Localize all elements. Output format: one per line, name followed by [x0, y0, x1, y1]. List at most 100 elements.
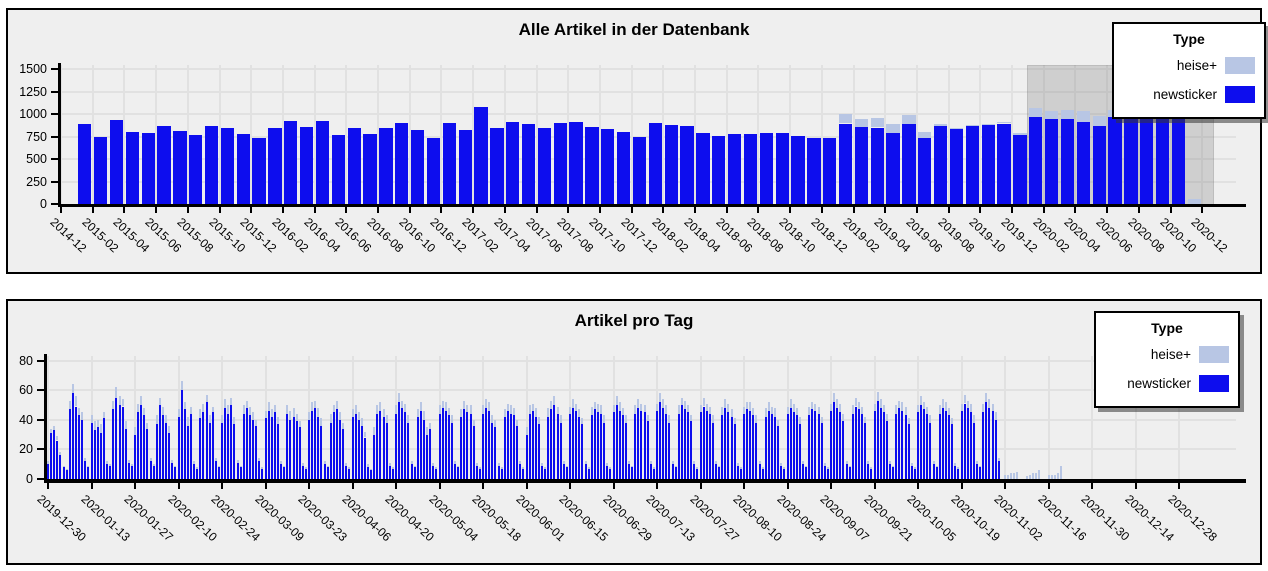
- bar-newsticker: [817, 413, 820, 479]
- bar-heiseplus: [665, 405, 668, 414]
- bar-heiseplus: [997, 458, 1000, 462]
- bar-newsticker: [59, 455, 62, 479]
- bar-newsticker: [398, 402, 401, 479]
- bar-newsticker: [339, 419, 342, 479]
- bar-heiseplus: [407, 415, 410, 423]
- gridline-vertical: [134, 356, 136, 479]
- heiseplus-swatch: [1199, 346, 1229, 363]
- bar-newsticker: [677, 413, 680, 479]
- bar-newsticker: [708, 413, 711, 479]
- bar-newsticker: [593, 409, 596, 479]
- bar-newsticker: [1155, 113, 1170, 204]
- bar-heiseplus: [805, 465, 808, 468]
- bar-newsticker: [544, 468, 547, 479]
- bar-heiseplus: [938, 405, 941, 414]
- bar-newsticker: [895, 413, 898, 479]
- bar-heiseplus: [68, 400, 71, 410]
- x-tick: [1106, 207, 1109, 213]
- bar-newsticker: [534, 416, 537, 479]
- bar-newsticker: [743, 413, 745, 479]
- x-tick: [1178, 483, 1180, 489]
- bar-heiseplus: [435, 467, 438, 469]
- x-tick: [535, 207, 538, 213]
- gridline-horizontal: [59, 68, 1236, 70]
- bar-newsticker: [1013, 134, 1027, 204]
- bar-newsticker: [236, 462, 239, 479]
- bar-heiseplus: [87, 465, 90, 468]
- bar-newsticker: [134, 434, 136, 479]
- bar-newsticker: [78, 124, 92, 204]
- bar-newsticker: [419, 410, 422, 479]
- bar-newsticker: [786, 413, 789, 479]
- bar-heiseplus: [1028, 474, 1031, 479]
- bar-heiseplus: [892, 465, 895, 468]
- bar-newsticker: [109, 465, 112, 479]
- bar-heiseplus: [857, 402, 860, 410]
- bar-heiseplus: [724, 399, 727, 408]
- bar-newsticker: [632, 137, 647, 204]
- bar-newsticker: [621, 415, 624, 479]
- bar-newsticker: [314, 408, 317, 479]
- bar-heiseplus: [646, 415, 649, 422]
- gridline-vertical: [1091, 356, 1093, 479]
- bar-heiseplus: [450, 415, 453, 423]
- bar-heiseplus: [864, 416, 867, 423]
- bar-heiseplus: [848, 465, 851, 468]
- bar-heiseplus: [965, 124, 980, 126]
- bar-newsticker: [775, 133, 789, 204]
- bar-newsticker: [976, 464, 978, 479]
- x-tick: [503, 207, 506, 213]
- bar-newsticker: [854, 126, 869, 204]
- gridline-vertical: [47, 356, 49, 479]
- bar-newsticker: [438, 413, 441, 479]
- bar-heiseplus: [553, 396, 556, 405]
- bar-heiseplus: [901, 402, 904, 411]
- bar-heiseplus: [823, 462, 826, 466]
- bar-newsticker: [140, 405, 143, 479]
- chart-title-monthly: Alle Artikel in der Datenbank: [518, 20, 750, 39]
- bar-newsticker: [664, 124, 678, 204]
- x-tick: [612, 483, 615, 489]
- bar-newsticker: [601, 129, 615, 204]
- bar-heiseplus: [755, 415, 758, 423]
- bar-newsticker: [360, 425, 363, 479]
- bar-newsticker: [671, 464, 674, 479]
- bar-heiseplus: [391, 467, 394, 469]
- bar-heiseplus: [918, 132, 932, 138]
- bar-newsticker: [239, 467, 242, 479]
- bar-heiseplus: [308, 412, 310, 420]
- bar-newsticker: [180, 390, 183, 479]
- bar-heiseplus: [233, 416, 236, 425]
- bar-newsticker: [833, 402, 836, 479]
- bar-newsticker: [572, 408, 575, 479]
- bar-newsticker: [47, 464, 49, 479]
- heiseplus-swatch: [1225, 57, 1255, 74]
- bar-heiseplus: [612, 405, 615, 413]
- bar-newsticker: [693, 464, 696, 479]
- bar-newsticker: [811, 409, 814, 479]
- bar-heiseplus: [833, 393, 836, 403]
- gridline-vertical: [979, 65, 982, 204]
- bar-newsticker: [814, 410, 817, 479]
- gridline-vertical: [313, 65, 316, 204]
- x-tick: [438, 483, 441, 489]
- bar-heiseplus: [715, 461, 717, 465]
- bar-heiseplus: [1060, 110, 1075, 119]
- bar-newsticker: [475, 465, 478, 479]
- bar-newsticker: [189, 134, 203, 204]
- bar-newsticker: [960, 410, 963, 479]
- x-tick: [123, 207, 126, 213]
- bar-heiseplus: [696, 467, 699, 469]
- y-tick: [37, 389, 44, 392]
- bar-newsticker: [249, 415, 251, 479]
- bar-heiseplus: [876, 391, 879, 401]
- x-tick: [47, 483, 49, 489]
- bar-heiseplus: [798, 416, 801, 425]
- bar-newsticker: [497, 465, 500, 479]
- bar-heiseplus: [47, 461, 49, 465]
- bar-newsticker: [410, 464, 413, 479]
- bar-heiseplus: [1007, 474, 1010, 479]
- bar-heiseplus: [559, 415, 562, 423]
- bar-newsticker: [743, 133, 758, 204]
- gridline-vertical: [472, 65, 475, 204]
